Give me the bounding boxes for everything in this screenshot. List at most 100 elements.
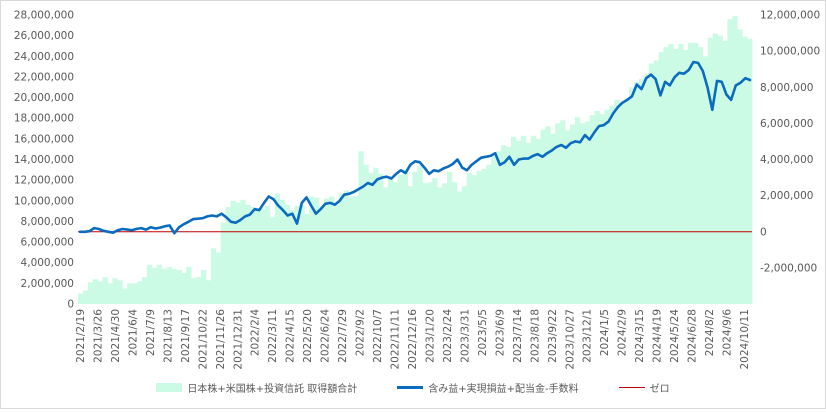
acquisition-bar: [323, 198, 330, 304]
acquisition-bar: [673, 49, 679, 305]
acquisition-bar: [255, 208, 261, 304]
x-axis-tick: 2021/9/17: [180, 309, 192, 363]
acquisition-bar: [609, 105, 615, 304]
acquisition-bar: [742, 36, 748, 305]
acquisition-bar: [122, 288, 128, 304]
acquisition-bar: [235, 202, 241, 304]
acquisition-bar: [540, 129, 546, 304]
acquisition-bar: [368, 172, 374, 304]
acquisition-bar: [574, 117, 581, 305]
acquisition-bar: [446, 171, 453, 304]
acquisition-bar: [717, 35, 723, 304]
legend-swatch-line: [397, 385, 424, 389]
acquisition-bar: [535, 138, 541, 304]
x-axis-tick: 2023/5/5: [477, 309, 489, 356]
acquisition-bar: [274, 193, 281, 304]
acquisition-bar: [638, 78, 645, 305]
acquisition-bar: [437, 187, 443, 304]
acquisition-bar: [373, 167, 379, 304]
acquisition-bar: [97, 281, 103, 304]
acquisition-bar: [92, 279, 99, 304]
acquisition-bar: [510, 136, 517, 304]
acquisition-bar: [358, 151, 364, 304]
acquisition-bar: [186, 266, 192, 304]
acquisition-bar: [343, 190, 349, 304]
acquisition-bar: [269, 217, 276, 304]
x-axis-tick: 2023/2/24: [442, 309, 454, 363]
acquisition-bar: [432, 178, 438, 304]
acquisition-bar: [196, 277, 202, 304]
acquisition-bar: [284, 204, 290, 304]
acquisition-bar: [471, 174, 477, 304]
acquisition-bar: [722, 40, 728, 305]
x-axis-tick: 2021/2/19: [75, 309, 87, 363]
acquisition-bar: [412, 171, 418, 304]
x-axis-tick: 2022/11/11: [390, 309, 402, 370]
x-axis-tick: 2021/8/13: [162, 309, 174, 363]
x-axis-tick: 2022/7/29: [337, 309, 349, 363]
right-axis-tick: -2,000,000: [760, 262, 817, 274]
x-axis-tick: 2023/9/22: [547, 309, 559, 363]
acquisition-bar: [117, 280, 123, 304]
acquisition-bar: [629, 87, 635, 304]
x-axis-tick: 2021/12/31: [232, 309, 244, 370]
acquisition-bar: [732, 16, 738, 304]
legend: 日本株+米国株+投資信託 取得額合計 含み益+実現損益+配当金-手数料 ゼロ: [0, 376, 826, 398]
acquisition-bar: [417, 165, 423, 304]
acquisition-bar: [220, 222, 226, 304]
acquisition-bar: [102, 277, 108, 304]
acquisition-bar: [594, 110, 600, 305]
x-axis-tick: 2022/10/7: [372, 309, 384, 363]
acquisition-bar: [240, 199, 246, 304]
x-axis-tick: 2021/10/22: [197, 309, 209, 370]
acquisition-bar: [156, 264, 163, 304]
pnl-series-line: [78, 60, 752, 235]
left-axis-tick: 18,000,000: [14, 113, 74, 125]
acquisition-bar: [545, 126, 551, 304]
x-axis-tick: 2022/9/2: [355, 309, 367, 356]
x-axis-tick: 2024/2/9: [617, 309, 629, 356]
x-axis-tick: 2022/3/11: [267, 309, 279, 363]
acquisition-bar: [407, 186, 413, 304]
acquisition-bar: [663, 47, 669, 304]
legend-label-pnl: 含み益+実現損益+配当金-手数料: [428, 383, 579, 395]
acquisition-bar: [491, 156, 497, 304]
x-axis-tick: 2024/6/28: [687, 309, 699, 363]
x-axis-tick: 2023/12/1: [582, 309, 594, 363]
x-axis-tick: 2024/4/19: [652, 309, 664, 363]
acquisition-bar: [688, 42, 694, 305]
x-axis-tick: 2022/2/4: [250, 309, 262, 356]
acquisition-bar: [210, 248, 217, 304]
x-axis-tick: 2023/3/31: [459, 309, 471, 363]
acquisition-bar: [260, 209, 266, 304]
acquisition-bar: [245, 204, 251, 304]
x-axis-tick: 2024/9/6: [722, 309, 734, 356]
acquisition-bar: [230, 200, 236, 304]
acquisition-bar: [338, 193, 345, 304]
acquisition-bar: [653, 60, 659, 304]
x-axis-tick: 2022/4/15: [285, 309, 297, 363]
acquisition-bar: [319, 205, 325, 304]
acquisition-bar: [82, 290, 89, 304]
acquisition-bar: [171, 268, 177, 304]
left-axis-tick: 28,000,000: [14, 10, 74, 22]
right-axis-tick: 12,000,000: [760, 10, 820, 22]
x-axis-tick: 2021/3/26: [93, 309, 105, 363]
acquisition-bar: [481, 168, 487, 304]
acquisition-bar: [515, 140, 522, 304]
acquisition-bar: [132, 283, 138, 304]
acquisition-bar: [451, 182, 458, 304]
x-axis-tick: 2024/10/11: [739, 309, 751, 370]
x-axis-tick: 2023/6/9: [494, 309, 506, 356]
acquisition-bar: [678, 43, 684, 305]
acquisition-bar: [466, 172, 472, 304]
legend-item-pnl: 含み益+実現損益+配当金-手数料: [397, 380, 579, 395]
acquisition-bar: [333, 204, 340, 304]
acquisition-bar: [692, 42, 699, 305]
left-axis-tick: 0: [67, 299, 74, 311]
acquisition-bar: [166, 266, 172, 304]
x-axis-tick: 2023/1/20: [425, 309, 437, 363]
acquisition-bar: [181, 273, 187, 304]
acquisition-bar: [501, 145, 507, 304]
acquisition-bar: [614, 99, 620, 304]
